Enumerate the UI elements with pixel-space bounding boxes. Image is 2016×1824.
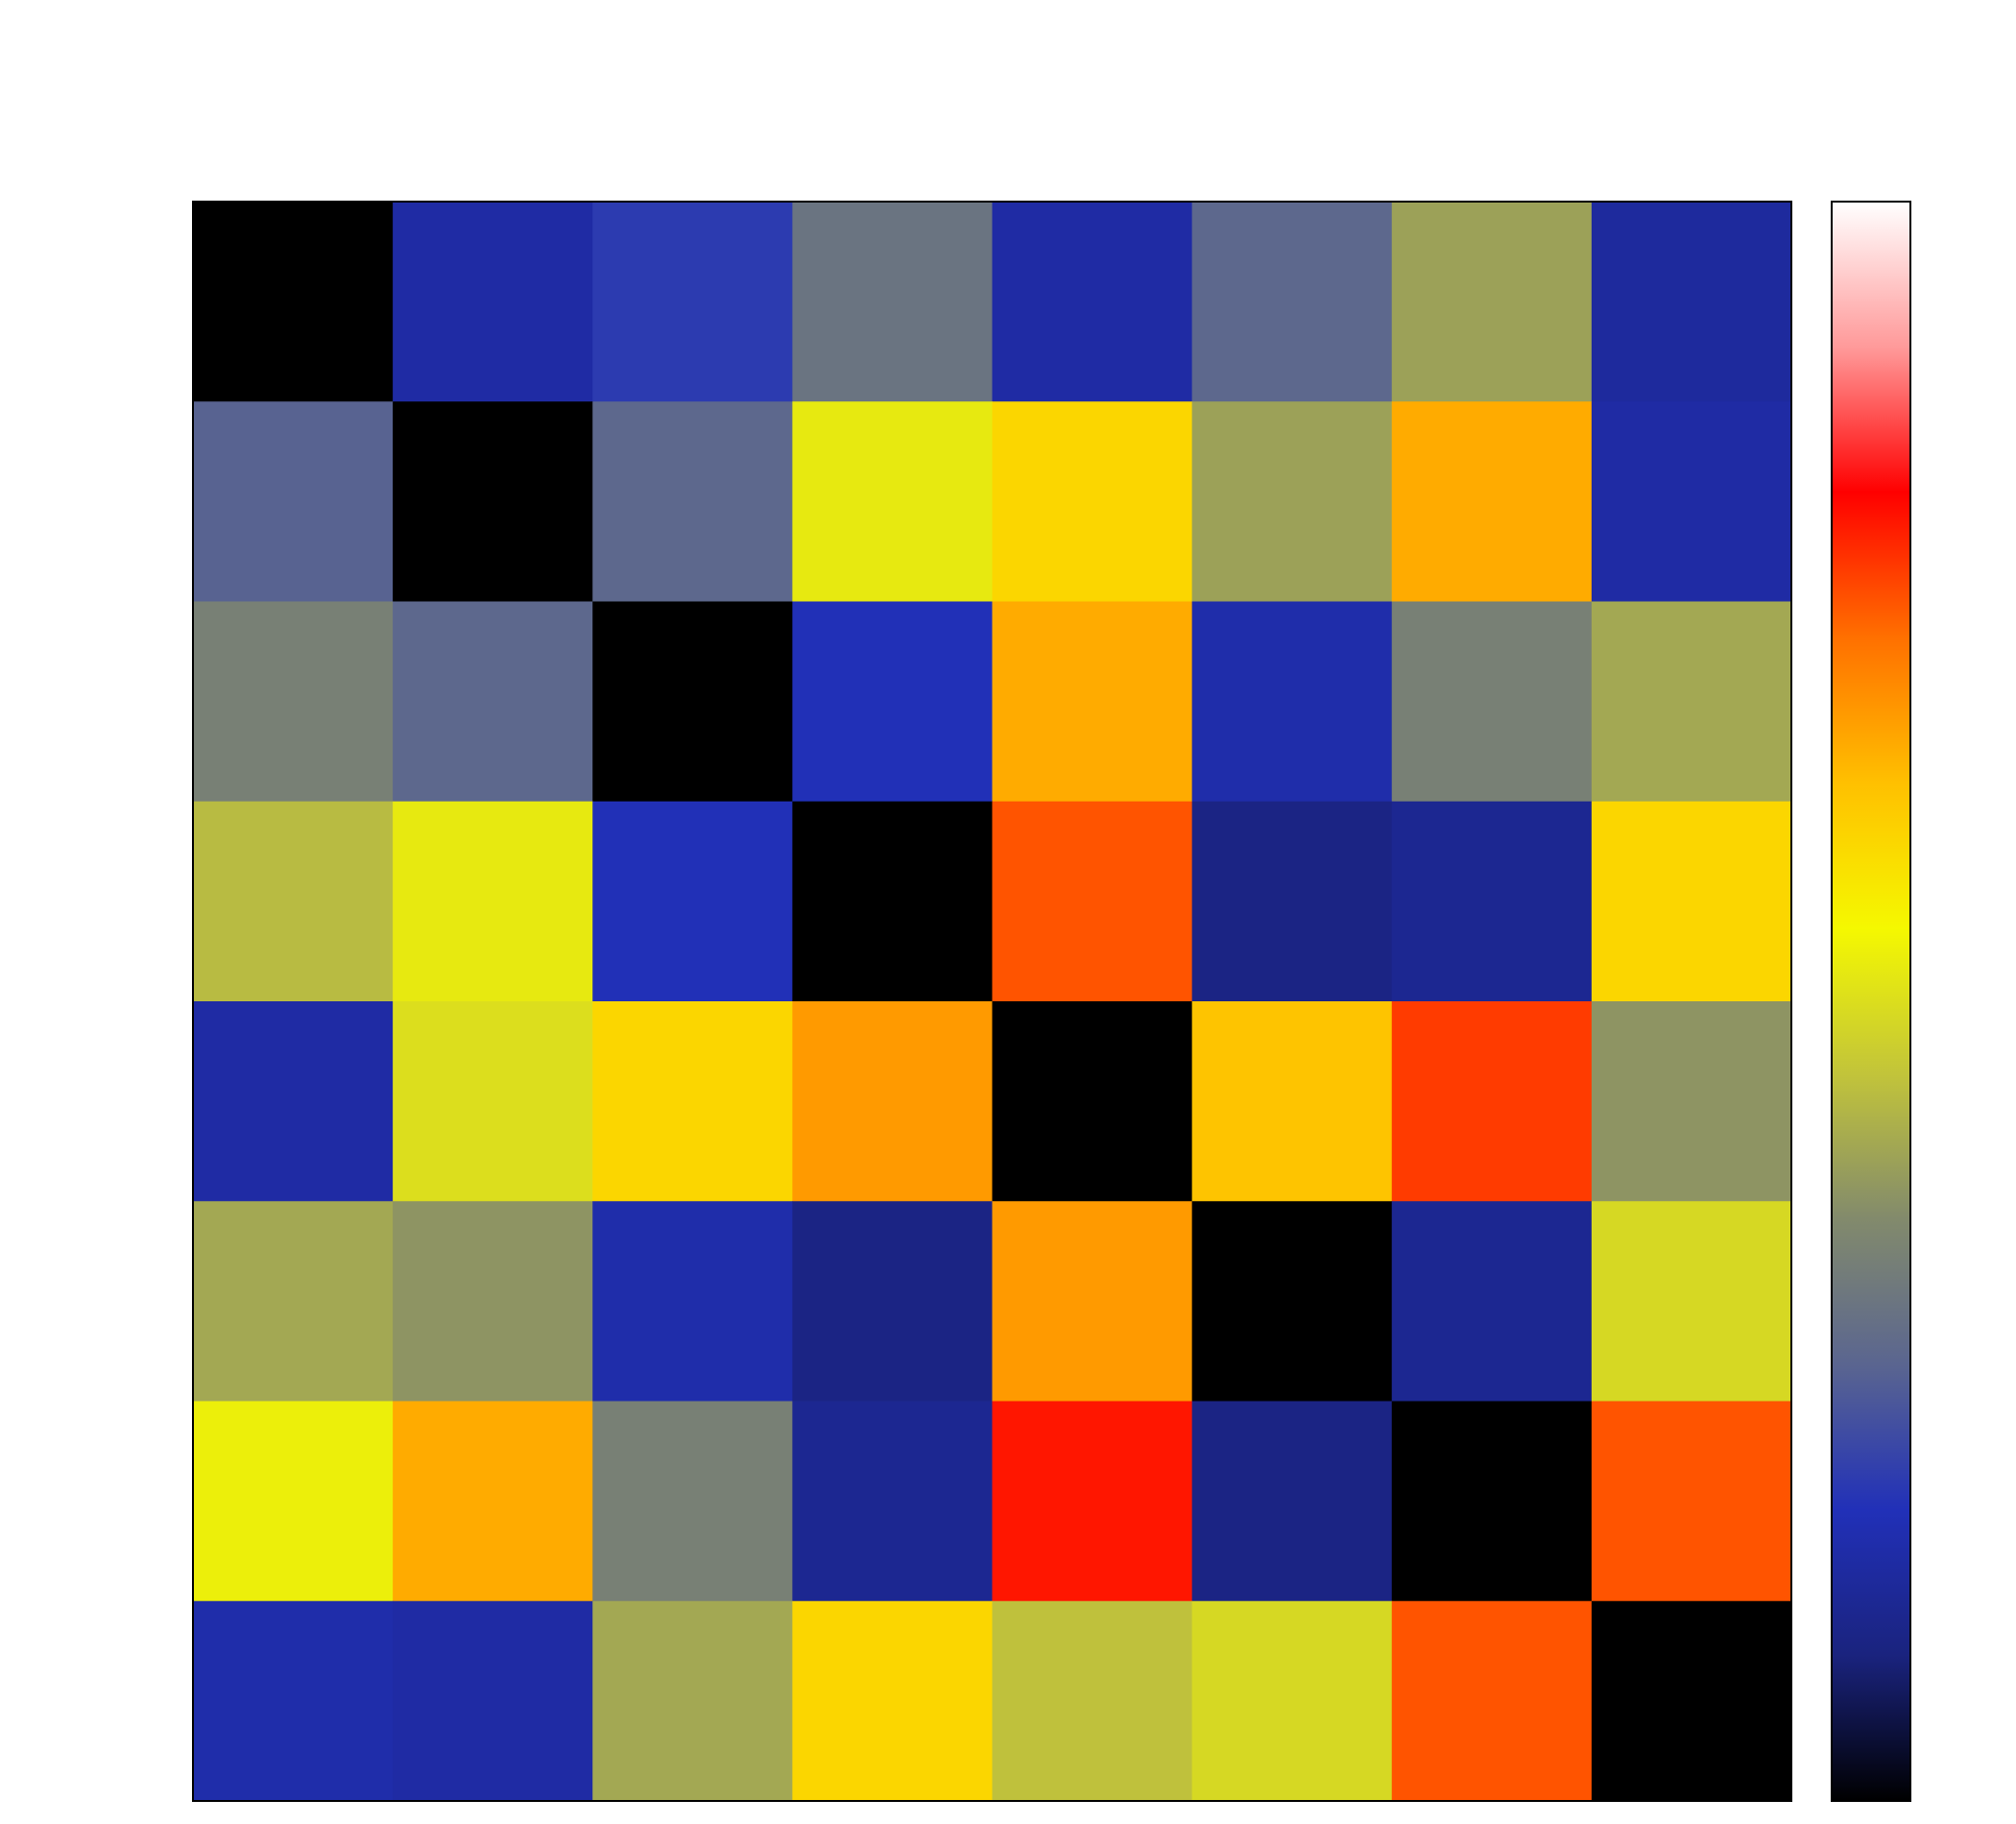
heatmap-cell-r1-c1	[393, 401, 593, 602]
heatmap-cell-r6-c4	[992, 1401, 1193, 1602]
heatmap-cell-r2-c3	[792, 601, 993, 803]
heatmap-cell-r0-c3	[792, 202, 993, 402]
heatmap-cell-r7-c7	[1591, 1600, 1792, 1802]
heatmap-frame	[192, 201, 1792, 1802]
heatmap-cell-r4-c2	[592, 1001, 793, 1202]
heatmap-cell-r1-c3	[792, 401, 993, 602]
heatmap-cell-r2-c1	[393, 601, 593, 803]
heatmap-cell-r4-c5	[1191, 1001, 1393, 1202]
heatmap-cell-r3-c0	[193, 801, 394, 1002]
heatmap-cell-r5-c5	[1191, 1201, 1393, 1402]
heatmap-cell-r7-c3	[792, 1600, 993, 1802]
heatmap-cell-r2-c7	[1591, 601, 1792, 803]
heatmap-cell-r6-c6	[1391, 1401, 1593, 1602]
heatmap-cell-r6-c3	[792, 1401, 993, 1602]
heatmap-cell-r1-c6	[1391, 401, 1593, 602]
heatmap-cell-r0-c2	[592, 202, 793, 402]
heatmap-cell-r4-c4	[992, 1001, 1193, 1202]
heatmap-cell-r5-c0	[193, 1201, 394, 1402]
heatmap-cell-r4-c6	[1391, 1001, 1593, 1202]
heatmap-cell-r0-c7	[1591, 202, 1792, 402]
heatmap-cell-r7-c5	[1191, 1600, 1393, 1802]
heatmap-cell-r7-c6	[1391, 1600, 1593, 1802]
heatmap-cell-r1-c0	[193, 401, 394, 602]
heatmap-cell-r4-c7	[1591, 1001, 1792, 1202]
heatmap-cell-r2-c4	[992, 601, 1193, 803]
heatmap-cell-r6-c1	[393, 1401, 593, 1602]
heatmap-cell-r6-c5	[1191, 1401, 1393, 1602]
heatmap-cell-r0-c5	[1191, 202, 1393, 402]
heatmap-cell-r1-c2	[592, 401, 793, 602]
colorbar	[1831, 201, 1911, 1802]
heatmap-cell-r6-c2	[592, 1401, 793, 1602]
heatmap-cell-r6-c0	[193, 1401, 394, 1602]
heatmap-cell-r3-c2	[592, 801, 793, 1002]
heatmap-cell-r0-c1	[393, 202, 593, 402]
heatmap-cell-r5-c1	[393, 1201, 593, 1402]
heatmap-cell-r5-c7	[1591, 1201, 1792, 1402]
heatmap-cell-r3-c1	[393, 801, 593, 1002]
heatmap-cells	[193, 202, 1792, 1802]
heatmap-cell-r4-c1	[393, 1001, 593, 1202]
heatmap-cell-r2-c2	[592, 601, 793, 803]
heatmap-cell-r5-c2	[592, 1201, 793, 1402]
heatmap-cell-r3-c5	[1191, 801, 1393, 1002]
heatmap-cell-r1-c4	[992, 401, 1193, 602]
heatmap-cell-r7-c0	[193, 1600, 394, 1802]
heatmap-cell-r3-c7	[1591, 801, 1792, 1002]
heatmap-cell-r5-c4	[992, 1201, 1193, 1402]
heatmap-cell-r7-c2	[592, 1600, 793, 1802]
heatmap-cell-r0-c4	[992, 202, 1193, 402]
heatmap-cell-r5-c3	[792, 1201, 993, 1402]
heatmap-cell-r3-c6	[1391, 801, 1593, 1002]
heatmap-cell-r4-c0	[193, 1001, 394, 1202]
heatmap-cell-r4-c3	[792, 1001, 993, 1202]
heatmap-cell-r3-c4	[992, 801, 1193, 1002]
heatmap-cell-r6-c7	[1591, 1401, 1792, 1602]
heatmap-cell-r2-c6	[1391, 601, 1593, 803]
heatmap-cell-r7-c4	[992, 1600, 1193, 1802]
heatmap-cell-r3-c3	[792, 801, 993, 1002]
heatmap-cell-r1-c5	[1191, 401, 1393, 602]
heatmap-cell-r7-c1	[393, 1600, 593, 1802]
heatmap-cell-r2-c5	[1191, 601, 1393, 803]
heatmap-cell-r1-c7	[1591, 401, 1792, 602]
heatmap-cell-r5-c6	[1391, 1201, 1593, 1402]
heatmap-cell-r2-c0	[193, 601, 394, 803]
heatmap-cell-r0-c0	[193, 202, 394, 402]
heatmap-cell-r0-c6	[1391, 202, 1593, 402]
